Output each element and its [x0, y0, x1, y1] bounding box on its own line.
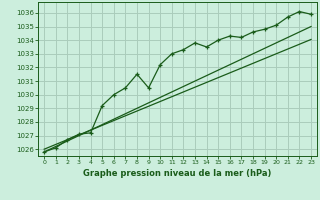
X-axis label: Graphe pression niveau de la mer (hPa): Graphe pression niveau de la mer (hPa) — [84, 169, 272, 178]
